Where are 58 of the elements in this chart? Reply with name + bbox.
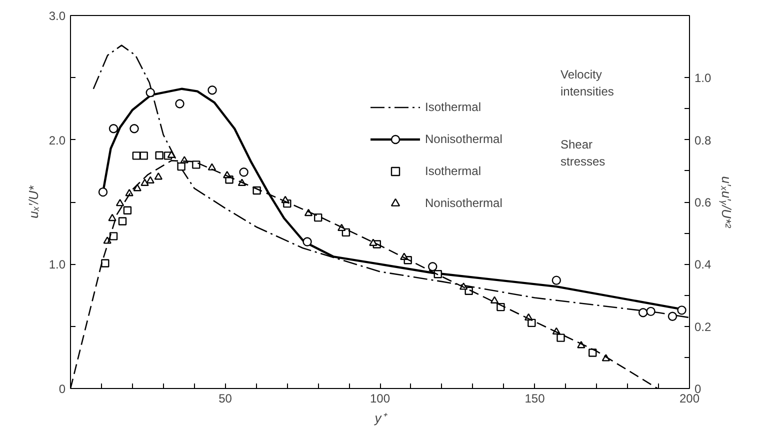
point (133, 184, 142, 192)
point (677, 306, 686, 315)
point (192, 160, 200, 169)
annotation: Velocity intensities (560, 68, 614, 98)
point (239, 168, 248, 177)
point (130, 124, 139, 134)
y2-tick-label: 1.0 (694, 71, 712, 86)
point (369, 238, 378, 246)
annotation: Shear stresses (560, 138, 606, 168)
point (108, 214, 116, 222)
point (98, 187, 108, 197)
x-tick-label: 100 (370, 392, 390, 406)
point (167, 150, 176, 158)
legend-label: Isothermal (425, 164, 482, 178)
y-tick-label: 2.0 (48, 133, 66, 148)
point (646, 306, 656, 316)
point (638, 308, 648, 318)
point (108, 124, 118, 134)
y2-tick-label: 0.8 (694, 133, 712, 148)
point (109, 232, 118, 240)
legend-label: Isothermal (425, 100, 482, 114)
point (302, 237, 312, 246)
y-tick-label: 1.0 (48, 258, 66, 272)
y2-axis-title: u′ₓu′ᵧ/U*² (719, 176, 734, 228)
y-tick-label: 0 (58, 382, 66, 396)
point (123, 206, 132, 214)
point (314, 213, 322, 222)
point (118, 217, 127, 226)
y2-tick-label: 0.4 (694, 258, 712, 272)
point (552, 276, 562, 285)
point (146, 88, 155, 98)
point (556, 334, 565, 342)
point (140, 178, 149, 186)
point (116, 198, 124, 206)
point (146, 176, 154, 184)
x-tick-label: 50 (218, 392, 232, 406)
y-tick-label: 3.0 (48, 9, 66, 23)
y-axis-title: uₓ′/U* (26, 184, 41, 218)
legend-label: Nonisothermal (425, 132, 502, 146)
x-tick-label: 150 (524, 392, 546, 406)
point (140, 152, 148, 160)
point (528, 318, 536, 328)
point (155, 151, 164, 160)
point (490, 296, 499, 304)
x-axis-title: y⁺ (374, 410, 388, 426)
point (428, 262, 438, 272)
point (101, 259, 110, 268)
point (177, 162, 186, 171)
y2-tick-label: 0.6 (694, 196, 712, 210)
point (588, 348, 597, 357)
point (154, 172, 162, 180)
legend-label: Nonisothermal (425, 196, 502, 210)
point (175, 99, 184, 108)
y2-tick-label: 0.2 (694, 320, 712, 334)
x-tick-label: 200 (679, 392, 700, 406)
point (208, 86, 217, 95)
point (132, 152, 141, 160)
point (668, 312, 678, 321)
